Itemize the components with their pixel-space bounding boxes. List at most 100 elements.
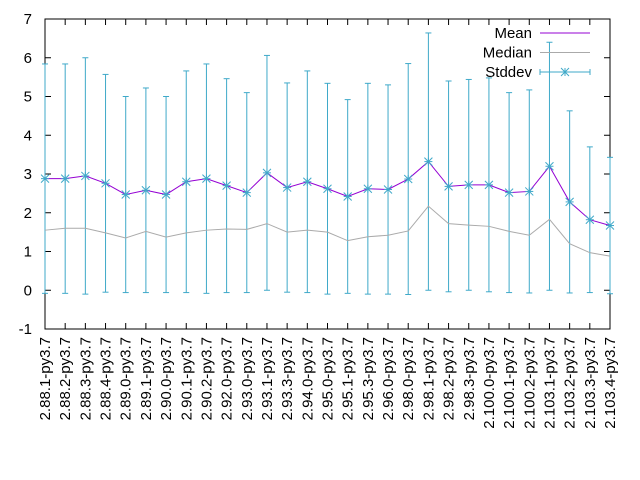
marker-stroke-d2 xyxy=(484,180,494,190)
x-tick-label: 2.103.1-py3.7 xyxy=(541,337,558,429)
x-tick-label: 2.93.1-py3.7 xyxy=(259,337,276,420)
x-tick-label: 2.90.0-py3.7 xyxy=(158,337,175,420)
marker-stroke-d2 xyxy=(242,188,252,197)
marker-stroke-d2 xyxy=(560,67,570,77)
stddev-point xyxy=(161,190,171,199)
x-tick-label: 2.95.0-py3.7 xyxy=(320,337,337,420)
x-tick-label: 2.96.0-py3.7 xyxy=(380,337,397,420)
marker-stroke-d2 xyxy=(504,188,514,197)
x-tick-label: 2.95.1-py3.7 xyxy=(340,337,357,420)
stddev-point xyxy=(181,177,191,187)
y-tick-label: 4 xyxy=(24,127,32,144)
stddev-point xyxy=(444,182,453,191)
y-tick-label: 5 xyxy=(24,89,32,106)
x-tick-label: 2.95.3-py3.7 xyxy=(360,337,377,420)
marker-stroke-d2 xyxy=(40,174,50,184)
marker-stroke-d2 xyxy=(60,174,70,184)
y-tick-label: 1 xyxy=(24,244,32,261)
stddev-point xyxy=(545,161,554,171)
marker-stroke-d2 xyxy=(222,181,231,190)
marker-stroke-d2 xyxy=(565,197,574,207)
marker-stroke-d2 xyxy=(181,177,191,187)
marker-stroke-d2 xyxy=(262,168,272,178)
x-tick-label: 2.89.0-py3.7 xyxy=(118,337,135,420)
marker-stroke-d2 xyxy=(302,177,312,187)
x-tick-label: 2.88.3-py3.7 xyxy=(77,337,94,420)
x-tick-label: 2.93.0-py3.7 xyxy=(239,337,256,420)
stddev-markers xyxy=(40,157,615,230)
x-tick-label: 2.89.1-py3.7 xyxy=(138,337,155,420)
x-tick-label: 2.103.4-py3.7 xyxy=(602,337,619,429)
stddev-point xyxy=(101,178,110,188)
stddev-point xyxy=(585,215,595,225)
stddev-point xyxy=(81,171,90,181)
x-tick-label: 2.98.2-py3.7 xyxy=(441,337,458,420)
x-tick-label: 2.88.1-py3.7 xyxy=(37,337,54,420)
y-tick-label: 3 xyxy=(24,166,32,183)
stddev-point xyxy=(464,180,474,190)
chart-series xyxy=(40,32,615,296)
marker-stroke-d2 xyxy=(363,184,373,194)
stddev-point xyxy=(262,168,272,178)
marker-stroke-d2 xyxy=(585,215,595,225)
stddev-point xyxy=(222,181,231,190)
x-tick-label: 2.98.3-py3.7 xyxy=(461,337,478,420)
stddev-point xyxy=(282,183,292,192)
x-tick-label: 2.98.1-py3.7 xyxy=(420,337,437,420)
x-tick-label: 2.100.2-py3.7 xyxy=(521,337,538,429)
x-tick-label: 2.90.2-py3.7 xyxy=(198,337,215,420)
stddev-point xyxy=(424,157,433,166)
x-tick-label: 2.94.0-py3.7 xyxy=(299,337,316,420)
legend-label: Stddev xyxy=(485,64,532,81)
stddev-point xyxy=(121,190,131,199)
marker-stroke-d2 xyxy=(161,190,171,199)
marker-stroke-d2 xyxy=(141,185,151,195)
y-tick-label: 7 xyxy=(24,11,32,28)
x-tick-label: 2.103.2-py3.7 xyxy=(562,337,579,429)
x-tick-label: 2.88.4-py3.7 xyxy=(98,337,115,420)
stddev-point xyxy=(343,192,353,201)
stddev-point xyxy=(141,185,151,195)
marker-stroke-d2 xyxy=(323,184,332,194)
chart-axes: -1 0 1 2 3 4 5 6 7 2.88.1-py3.7 2.88.2-py3.7 2.88.3… xyxy=(19,11,619,429)
stddev-point xyxy=(383,185,393,194)
stddev-point xyxy=(302,177,312,187)
chart-legend: Mean Median Stddev xyxy=(483,25,591,81)
marker-stroke-d2 xyxy=(81,171,90,181)
stddev-point xyxy=(403,174,413,184)
marker-stroke-d2 xyxy=(424,157,433,166)
x-tick-label: 2.90.1-py3.7 xyxy=(178,337,195,420)
marker-stroke-d2 xyxy=(282,183,292,192)
x-tick-label: 2.103.3-py3.7 xyxy=(582,337,599,429)
legend-label: Mean xyxy=(494,25,532,42)
stddev-point xyxy=(60,174,70,184)
marker-stroke-d2 xyxy=(605,221,615,230)
y-tick-label: 6 xyxy=(24,50,32,67)
stddev-point xyxy=(605,221,615,230)
marker-stroke-d2 xyxy=(121,190,131,199)
stddev-point xyxy=(363,184,373,194)
marker-stroke-d2 xyxy=(383,185,393,194)
stddev-point xyxy=(565,197,574,207)
y-tick-label: 0 xyxy=(24,282,32,299)
legend-marker xyxy=(560,67,570,77)
x-tick-label: 2.100.1-py3.7 xyxy=(501,337,518,429)
x-tick-label: 2.93.3-py3.7 xyxy=(279,337,296,420)
stddev-point xyxy=(484,180,494,190)
x-tick-label: 2.98.0-py3.7 xyxy=(400,337,417,420)
stddev-point xyxy=(504,188,514,197)
marker-stroke-d2 xyxy=(444,182,453,191)
legend-label: Median xyxy=(483,45,532,62)
marker-stroke-d2 xyxy=(343,192,353,201)
marker-stroke-d2 xyxy=(545,161,554,171)
x-tick-label: 2.88.2-py3.7 xyxy=(57,337,74,420)
stddev-point xyxy=(40,174,50,184)
x-tick-label: 2.92.0-py3.7 xyxy=(219,337,236,420)
marker-stroke-d2 xyxy=(101,178,110,188)
y-tick-label: 2 xyxy=(24,205,32,222)
stddev-point xyxy=(242,188,252,197)
stddev-point xyxy=(323,184,332,194)
marker-stroke-d2 xyxy=(524,187,534,196)
marker-stroke-d2 xyxy=(202,174,211,184)
y-tick-label: -1 xyxy=(19,321,32,338)
